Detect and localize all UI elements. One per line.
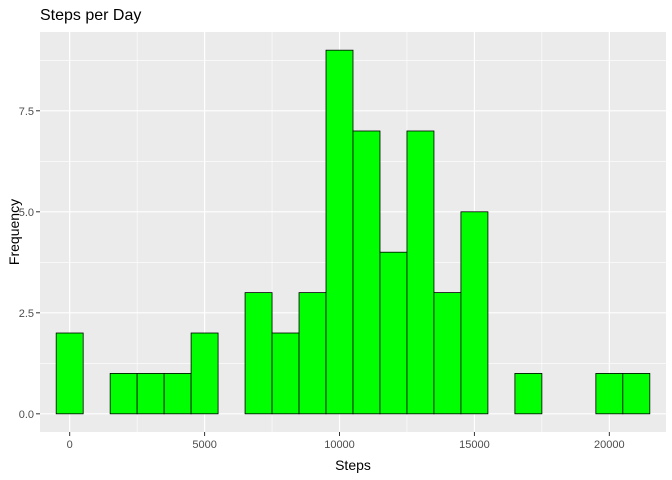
histogram-bar — [352, 130, 381, 415]
histogram-bar — [514, 373, 543, 415]
y-axis-title: Frequency — [6, 199, 22, 265]
x-axis: 0 5000 10000 15000 20000 — [67, 432, 625, 451]
x-tick-label: 10000 — [324, 439, 355, 451]
histogram-bar — [163, 373, 192, 415]
histogram-bar — [406, 130, 435, 415]
histogram-bar — [433, 292, 462, 415]
y-tick-label: 5.0 — [19, 207, 34, 219]
histogram-bar — [136, 373, 165, 415]
histogram-bar — [298, 292, 327, 415]
histogram-bar — [271, 332, 300, 415]
x-axis-title: Steps — [335, 457, 371, 473]
histogram-bar — [460, 211, 489, 415]
chart-title: Steps per Day — [40, 7, 141, 24]
histogram-bar — [325, 49, 354, 415]
histogram-bar — [109, 373, 138, 415]
histogram-bar — [622, 373, 651, 415]
y-tick-label: 0.0 — [19, 409, 34, 421]
y-axis: 0.0 2.5 5.0 7.5 — [19, 106, 40, 421]
histogram-bar — [379, 251, 408, 415]
histogram-bar — [190, 332, 219, 415]
histogram-bars — [55, 49, 651, 415]
x-tick-label: 20000 — [594, 439, 625, 451]
histogram-bar — [595, 373, 624, 415]
x-tick-label: 0 — [67, 439, 73, 451]
histogram-bar — [55, 332, 84, 415]
x-tick-label: 5000 — [192, 439, 216, 451]
y-tick-label: 2.5 — [19, 308, 34, 320]
y-tick-label: 7.5 — [19, 106, 34, 118]
histogram-bar — [244, 292, 273, 415]
x-tick-label: 15000 — [459, 439, 490, 451]
